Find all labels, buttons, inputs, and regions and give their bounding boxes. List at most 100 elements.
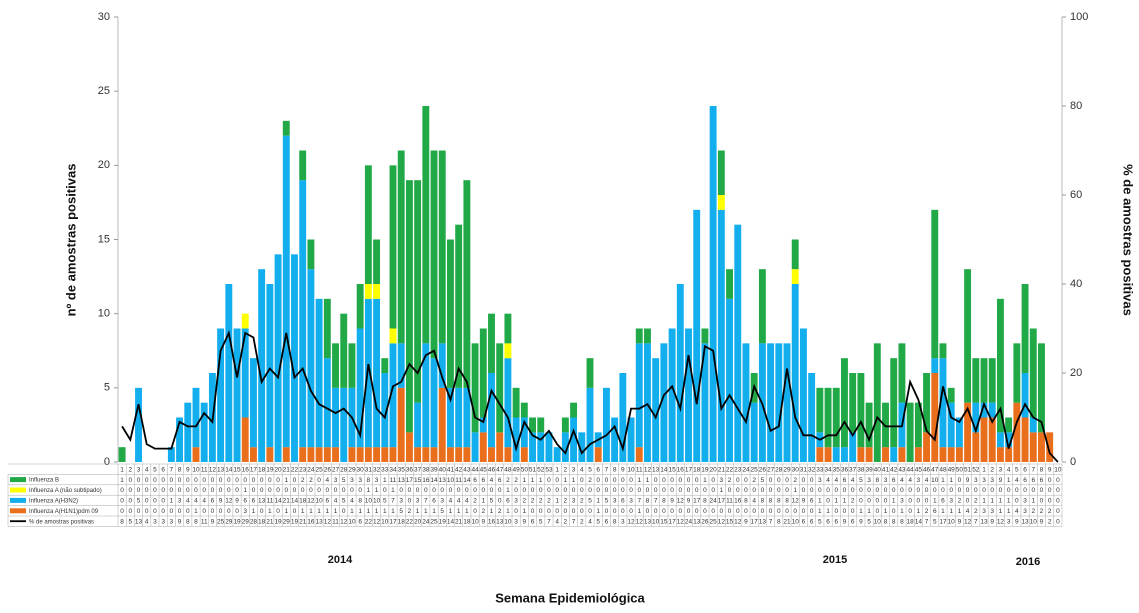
table-value: 0 (219, 487, 223, 494)
bar-segment (381, 358, 389, 373)
table-value: 0 (1056, 477, 1060, 484)
x-tick-label: 6 (1023, 466, 1027, 473)
table-value: 0 (695, 477, 699, 484)
table-value: 8 (884, 518, 888, 525)
table-value: 11 (266, 498, 273, 505)
bar-segment (332, 343, 339, 388)
table-value: 1 (391, 508, 395, 515)
bar-segment (1005, 417, 1013, 433)
x-tick-label: 4 (145, 466, 149, 473)
table-value: 4 (851, 477, 855, 484)
table-value: 25 (217, 518, 225, 525)
bar-segment (512, 387, 520, 418)
table-value: 0 (1048, 477, 1052, 484)
table-value: 3 (416, 498, 420, 505)
x-tick-label: 29 (783, 466, 791, 473)
x-tick-label: 1 (120, 466, 124, 473)
bar-segment (676, 284, 684, 462)
x-tick-label: 20 (274, 466, 282, 473)
bar-segment (635, 328, 643, 344)
bar-segment (200, 402, 208, 462)
x-tick-label: 13 (217, 466, 225, 473)
x-tick-label: 38 (422, 466, 430, 473)
table-value: 24 (710, 498, 718, 505)
x-tick-label: 12 (209, 466, 217, 473)
table-value: 9 (481, 518, 485, 525)
table-value: 0 (834, 487, 838, 494)
table-value: 0 (243, 477, 247, 484)
table-value: 3 (572, 498, 576, 505)
table-value: 0 (629, 477, 633, 484)
table-value: 0 (465, 487, 469, 494)
bar-segment (356, 447, 364, 462)
table-value: 18 (398, 518, 406, 525)
table-value: 0 (309, 487, 313, 494)
table-value: 3 (982, 477, 986, 484)
x-tick-label: 14 (660, 466, 668, 473)
bar-segment (955, 447, 963, 462)
table-value: 0 (186, 487, 190, 494)
bar-segment (192, 447, 200, 462)
bar-segment (955, 417, 963, 448)
table-value: 12 (718, 518, 726, 525)
table-value: 1 (531, 477, 535, 484)
table-value: 7 (925, 518, 929, 525)
table-value: 0 (1056, 487, 1060, 494)
table-value: 1 (252, 508, 256, 515)
table-value: 1 (990, 498, 994, 505)
table-value: 13 (496, 518, 504, 525)
table-value: 8 (613, 518, 617, 525)
table-value: 8 (367, 477, 371, 484)
table-value: 0 (334, 487, 338, 494)
table-value: 0 (662, 508, 666, 515)
table-value: 0 (408, 487, 412, 494)
table-value: 0 (293, 508, 297, 515)
bar-segment (865, 447, 873, 462)
table-value: 2 (752, 477, 756, 484)
legend-swatch (10, 497, 26, 503)
bar-segment (791, 269, 799, 284)
table-value: 0 (219, 477, 223, 484)
table-value: 0 (605, 508, 609, 515)
table-value: 29 (242, 518, 250, 525)
table-value: 5 (342, 477, 346, 484)
table-value: 0 (933, 487, 937, 494)
bar-segment (299, 180, 307, 448)
table-value: 0 (564, 487, 568, 494)
table-value: 24 (422, 518, 430, 525)
bar-segment (447, 447, 454, 462)
table-value: 6 (851, 518, 855, 525)
table-value: 7 (637, 498, 641, 505)
table-value: 0 (145, 508, 149, 515)
table-value: 9 (687, 498, 691, 505)
table-value: 0 (596, 477, 600, 484)
table-value: 0 (276, 477, 280, 484)
table-value: 3 (720, 477, 724, 484)
table-value: 11 (455, 477, 462, 484)
table-value: 1 (375, 508, 379, 515)
bar-segment (841, 447, 848, 462)
table-value: 2 (1048, 508, 1052, 515)
table-value: 0 (892, 508, 896, 515)
table-value: 4 (966, 508, 970, 515)
table-value: 0 (235, 477, 239, 484)
table-value: 2 (580, 498, 584, 505)
table-value: 0 (145, 498, 149, 505)
bar-segment (726, 298, 733, 462)
table-value: 12 (964, 518, 972, 525)
table-value: 0 (785, 508, 789, 515)
table-value: 10 (447, 477, 455, 484)
table-value: 3 (990, 508, 994, 515)
bar-segment (717, 209, 725, 462)
table-value: 13 (1021, 518, 1029, 525)
table-value: 0 (301, 487, 305, 494)
bar-segment (964, 402, 972, 462)
y-tick-label: 25 (98, 85, 110, 97)
table-value: 2 (514, 477, 518, 484)
bar-segment (282, 447, 290, 462)
table-value: 22 (365, 518, 373, 525)
table-value: 0 (153, 508, 157, 515)
table-value: 1 (1007, 498, 1011, 505)
table-value: 16 (422, 477, 430, 484)
table-value: 2 (531, 498, 535, 505)
